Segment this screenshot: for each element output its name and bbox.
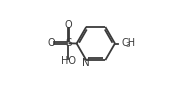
Text: O: O (47, 38, 55, 48)
Text: O: O (65, 21, 72, 30)
Text: CH: CH (121, 38, 135, 48)
Text: N: N (82, 58, 89, 68)
Text: S: S (65, 38, 72, 48)
Text: HO: HO (61, 56, 76, 66)
Text: 3: 3 (125, 42, 129, 48)
